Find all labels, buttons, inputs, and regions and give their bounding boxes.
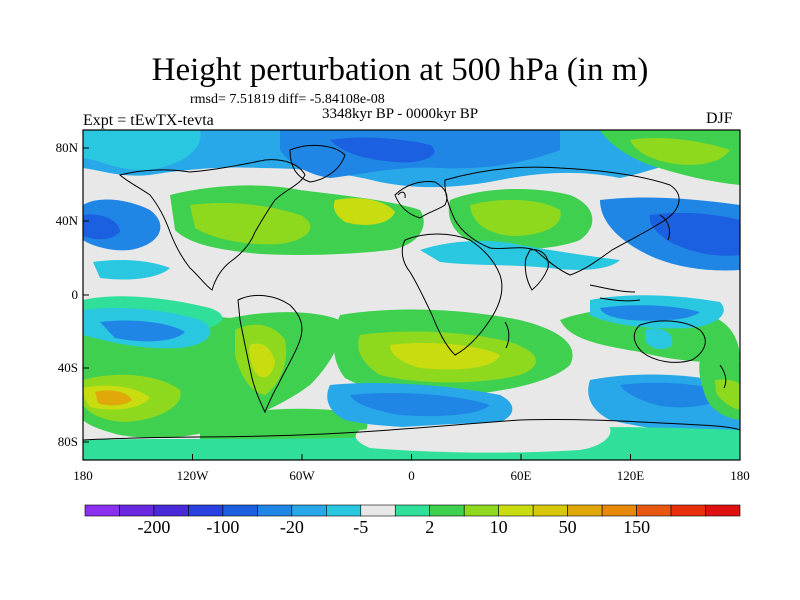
colorbar-swatch [601,504,637,517]
colorbar-label: 2 [425,517,434,537]
coast-new-zealand [719,364,727,389]
atlantic-nh-lime [190,203,311,245]
colorbar-swatch [222,504,258,517]
australia-cyan [645,328,673,350]
colorbar-swatch [360,504,396,517]
colorbar-swatch [257,504,293,517]
period-label: 3348kyr BP - 0000kyr BP [322,106,479,122]
lat-label-80s: 80S [58,434,78,449]
coast-antarctica [83,418,740,441]
coast-asia [444,166,680,276]
colorbar-label: 10 [490,517,508,537]
lon-label-180w: 180 [73,468,93,483]
colorbar-swatch [670,504,706,517]
ne-lime-core [630,138,730,165]
lon-label-60e: 60E [511,468,532,483]
sh-west-blue [100,320,185,342]
contour-field [83,130,740,460]
sh-far-east-lime [715,379,740,410]
coast-japan [659,214,671,241]
asia-tropic-cyan [420,240,620,270]
sh-se-deep-blue [620,382,730,408]
colorbar-swatch [119,504,155,517]
colorbar-swatch [567,504,603,517]
lon-label-180e: 180 [730,468,750,483]
colorbar-swatch [394,504,431,517]
lat-label-80n: 80N [56,140,79,155]
pacific-ne-dark [649,212,740,256]
coast-europe [394,181,448,219]
colorbar-swatch [463,504,499,517]
colorbar-label: -20 [280,517,304,537]
lat-label-40n: 40N [56,213,79,228]
colorbar-swatch [429,504,465,517]
atlantic-nh-yellow [333,198,395,225]
colorbar-swatch [188,504,224,517]
colorbar-swatch [636,504,672,517]
south-atlantic-yellow [390,343,500,370]
coast-south-america [237,294,303,414]
sh-pacific-orange [95,390,132,406]
nw-cyan-patch [83,130,201,171]
lon-label-120e: 120E [617,468,645,483]
lat-label-0: 0 [72,287,79,302]
coast-madagascar [504,321,510,349]
coast-africa [401,233,503,356]
experiment-label: Expt = tEwTX-tevta [83,112,214,129]
coast-indian-subcontinent [524,249,549,291]
colorbar-swatch [532,504,568,517]
colorbar-labels: -200 -100 -20 -5 2 10 50 150 [137,517,650,537]
coastlines [83,144,740,441]
colorbar-label: 50 [559,517,577,537]
coast-greenland [289,144,346,183]
pacific-subtropic-cyan [93,260,170,280]
pacific-nh-dark [83,214,120,240]
colorbar-swatch [498,504,534,517]
colorbar-swatch [326,504,362,517]
lon-label-60w: 60W [289,468,315,483]
colorbar-swatch [291,504,327,517]
sh-polar-deep-blue [350,393,490,417]
colorbar-label: -100 [206,517,239,537]
coast-australia [633,320,706,363]
colorbar-label: -5 [353,517,368,537]
lon-label-120w: 120W [177,468,210,483]
colorbar [84,504,741,517]
coast-indonesia [589,284,641,302]
season-label: DJF [706,110,733,127]
colorbar-label: 150 [623,517,650,537]
plot-title: Height perturbation at 500 hPa (in m) [151,52,649,88]
axis-ticks [82,147,741,460]
asia-nh-lime [470,199,561,236]
sa-yellow [249,343,275,378]
sh-polar-green [200,408,368,448]
colorbar-label: -200 [137,517,170,537]
lon-label-0: 0 [408,468,415,483]
rmsd-diff-stats: rmsd= 7.51819 diff= -5.84108e-08 [190,92,385,107]
coast-uk [397,191,406,199]
colorbar-swatch [153,504,189,517]
arctic-dark-core [330,137,435,163]
lat-label-40s: 40S [58,360,78,375]
coast-north-america [118,159,306,291]
colorbar-swatch [84,504,120,517]
colorbar-swatch [705,504,741,517]
sh-east-blue [600,305,700,321]
